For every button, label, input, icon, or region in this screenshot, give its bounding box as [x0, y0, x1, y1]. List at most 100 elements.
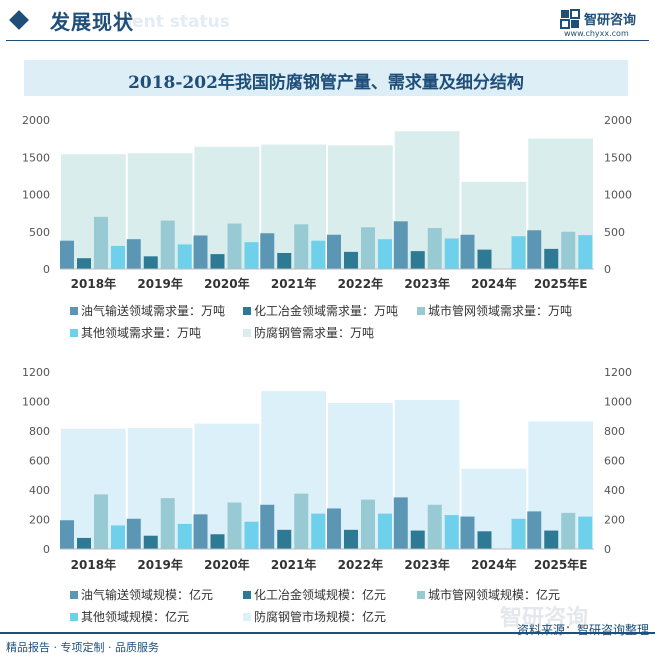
x-category-label: 2018年 [71, 276, 116, 291]
header-divider [6, 40, 649, 41]
demand-chart-legend: 油气输送领域需求量：万吨 化工冶金领域需求量：万吨 城市管网领域需求量：万吨其他领域… [0, 300, 655, 340]
series-bar [477, 249, 492, 269]
logo-url: www.chyxx.com [564, 29, 629, 38]
y-tick-label-right: 2000 [604, 114, 632, 127]
series-bar [460, 234, 475, 269]
legend-label: 其他领域需求量：万吨 [81, 326, 202, 340]
legend-item: 其他领域规模：亿元 [70, 608, 189, 625]
series-bar [444, 515, 459, 549]
series-bar [327, 508, 341, 549]
series-bar [344, 251, 358, 269]
legend-item: 油气输送领域需求量：万吨 [70, 302, 225, 319]
y-tick-label-left: 2000 [22, 114, 50, 127]
series-bar [177, 244, 192, 269]
series-bar [60, 240, 74, 269]
series-bar [111, 245, 125, 269]
data-source: 资料来源：智研咨询整理 [516, 623, 649, 637]
series-bar [578, 516, 593, 549]
series-bar [111, 525, 125, 549]
market-size-chart: 0 0 200 200 400 400 600 600 800 800 1000 1000 1200 12… [22, 366, 632, 572]
series-bar [193, 235, 208, 269]
y-tick-label-right: 800 [604, 425, 625, 438]
y-tick-label-left: 1500 [22, 151, 50, 164]
page-header: nent status 发展现状 智研咨询 www.chyxx.com [0, 0, 655, 44]
legend-label: 化工冶金领域需求量：万吨 [254, 304, 399, 318]
y-tick-label-right: 200 [604, 514, 625, 527]
series-bar [294, 493, 309, 549]
x-category-label: 2025年E [534, 557, 588, 572]
series-bar [361, 499, 375, 549]
x-category-label: 2019年 [137, 557, 182, 572]
legend-label: 化工冶金领域规模：亿元 [254, 588, 387, 602]
series-bar [511, 518, 526, 549]
legend-swatch [243, 328, 251, 337]
header-ghost-text: nent status [120, 12, 230, 32]
legend-item: 油气输送领域规模：亿元 [70, 586, 213, 603]
legend-item: 防腐钢管需求量：万吨 [243, 324, 374, 341]
series-bar [327, 234, 341, 269]
x-category-label: 2020年 [204, 276, 249, 291]
x-category-label: 2020年 [204, 557, 249, 572]
y-tick-label-right: 1200 [604, 366, 632, 379]
legend-label: 油气输送领域规模：亿元 [81, 588, 214, 602]
series-bar [361, 227, 375, 269]
series-bar [460, 516, 475, 549]
series-bar [427, 228, 442, 269]
x-category-label: 2021年 [271, 276, 316, 291]
legend-swatch [417, 590, 425, 599]
x-category-label: 2023年 [404, 276, 449, 291]
series-bar [244, 521, 259, 549]
legend-item: 化工冶金领域需求量：万吨 [243, 302, 398, 319]
zhiyan-logo-icon [560, 9, 580, 29]
y-tick-label-left: 1000 [22, 189, 50, 202]
brand-logo: 智研咨询 www.chyxx.com [560, 7, 650, 41]
series-bar [378, 513, 392, 549]
series-bar [344, 529, 358, 549]
y-tick-label-right: 600 [604, 455, 625, 468]
page-footer: 精品报告 · 专项定制 · 品质服务 资料来源：智研咨询整理 [0, 623, 655, 664]
series-bar [94, 494, 108, 549]
y-tick-label-left: 500 [29, 226, 50, 239]
legend-item: 城市管网领域规模：亿元 [417, 586, 560, 603]
series-bar [244, 242, 259, 269]
legend-swatch [243, 590, 251, 599]
x-category-label: 2024年 [471, 557, 516, 572]
legend-label: 城市管网领域规模：亿元 [428, 588, 561, 602]
legend-swatch [243, 612, 251, 621]
y-tick-label-left: 200 [29, 514, 50, 527]
series-bar [227, 223, 242, 269]
series-bar [227, 502, 242, 549]
series-bar [311, 240, 326, 269]
legend-item: 化工冶金领域规模：亿元 [243, 586, 386, 603]
y-tick-label-right: 400 [604, 484, 625, 497]
series-bar [527, 511, 542, 549]
logo-name: 智研咨询 [584, 13, 637, 28]
footer-slogan: 精品报告 · 专项定制 · 品质服务 [6, 641, 159, 654]
x-category-label: 2024年 [471, 276, 516, 291]
y-tick-label-left: 600 [29, 455, 50, 468]
series-bar [578, 235, 593, 269]
legend-label: 防腐钢管市场规模：亿元 [254, 610, 387, 624]
series-bar [126, 239, 141, 269]
series-bar [311, 513, 326, 549]
series-bar [561, 231, 576, 269]
series-bar [260, 504, 275, 549]
legend-label: 城市管网领域需求量：万吨 [428, 304, 573, 318]
series-bar [193, 514, 208, 549]
y-tick-label-right: 1000 [604, 396, 632, 409]
series-bar [444, 238, 459, 269]
demand-chart: 0 0 500 500 1000 1000 1500 1500 2000 2000 2018年 201… [22, 114, 632, 291]
chart-title: 2018-202年我国防腐钢管产量、需求量及细分结构 [128, 73, 524, 93]
legend-swatch [70, 328, 78, 337]
series-bar [160, 498, 175, 549]
series-bar [94, 216, 108, 269]
page-title: 发展现状 [50, 10, 134, 34]
series-bar [210, 254, 225, 269]
series-bar [60, 520, 74, 549]
y-tick-label-right: 0 [604, 543, 611, 556]
y-tick-label-left: 0 [43, 543, 50, 556]
series-bar [277, 529, 292, 549]
legend-label: 防腐钢管需求量：万吨 [254, 326, 375, 340]
x-category-label: 2022年 [338, 276, 383, 291]
series-bar [410, 251, 425, 269]
